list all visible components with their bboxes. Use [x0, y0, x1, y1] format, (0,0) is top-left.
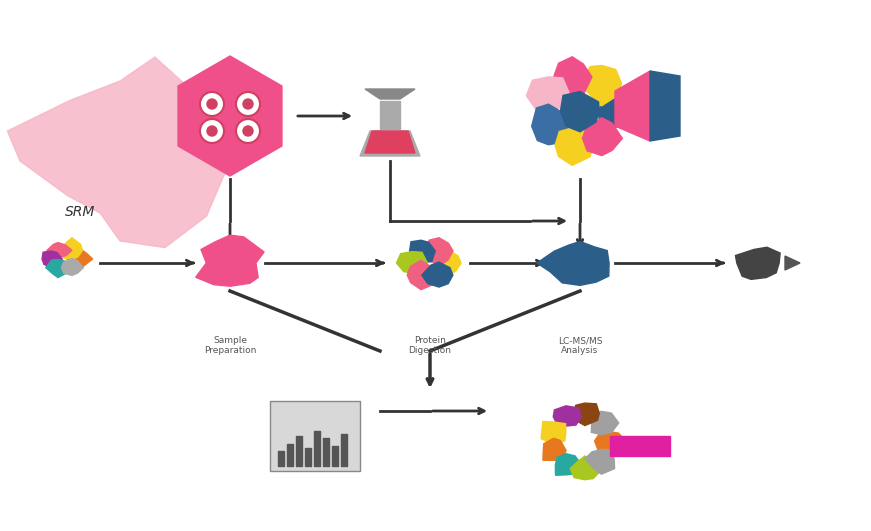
Circle shape: [236, 92, 260, 116]
Circle shape: [200, 119, 224, 143]
Polygon shape: [560, 91, 599, 132]
Polygon shape: [579, 65, 622, 106]
Polygon shape: [360, 131, 420, 156]
Text: Protein
Digestion: Protein Digestion: [408, 336, 451, 355]
Polygon shape: [785, 256, 800, 270]
Polygon shape: [408, 260, 433, 289]
Text: LC-MS/MS
Analysis: LC-MS/MS Analysis: [557, 336, 602, 355]
Polygon shape: [46, 260, 69, 278]
Polygon shape: [178, 56, 282, 176]
Polygon shape: [409, 240, 436, 262]
Polygon shape: [365, 131, 415, 153]
Circle shape: [243, 99, 253, 109]
Text: SRM: SRM: [65, 205, 96, 219]
Polygon shape: [735, 247, 780, 279]
Polygon shape: [531, 104, 572, 145]
Polygon shape: [64, 238, 83, 260]
Polygon shape: [42, 251, 62, 268]
Polygon shape: [553, 406, 582, 426]
Polygon shape: [585, 449, 615, 474]
Polygon shape: [555, 128, 593, 165]
Polygon shape: [61, 259, 84, 276]
Polygon shape: [66, 248, 92, 270]
Polygon shape: [526, 77, 571, 113]
Text: Sample
Preparation: Sample Preparation: [204, 336, 256, 355]
Polygon shape: [554, 57, 592, 93]
Polygon shape: [436, 250, 461, 276]
Polygon shape: [47, 243, 72, 258]
Polygon shape: [615, 71, 650, 141]
Polygon shape: [610, 436, 670, 456]
Polygon shape: [396, 252, 428, 273]
FancyBboxPatch shape: [270, 401, 360, 471]
Polygon shape: [571, 456, 603, 479]
Polygon shape: [595, 431, 625, 453]
Polygon shape: [196, 235, 264, 286]
Circle shape: [207, 99, 217, 109]
Polygon shape: [422, 262, 453, 287]
Polygon shape: [541, 422, 566, 444]
Polygon shape: [650, 71, 680, 141]
Circle shape: [207, 126, 217, 136]
Polygon shape: [8, 57, 230, 247]
Polygon shape: [537, 242, 609, 285]
Polygon shape: [583, 118, 623, 156]
Polygon shape: [591, 412, 618, 435]
Polygon shape: [380, 101, 400, 129]
Circle shape: [236, 119, 260, 143]
Polygon shape: [556, 453, 582, 475]
Polygon shape: [543, 438, 566, 460]
Polygon shape: [598, 90, 638, 127]
Circle shape: [200, 92, 224, 116]
Polygon shape: [573, 403, 599, 425]
Polygon shape: [365, 89, 415, 99]
Circle shape: [243, 126, 253, 136]
Polygon shape: [426, 238, 453, 266]
